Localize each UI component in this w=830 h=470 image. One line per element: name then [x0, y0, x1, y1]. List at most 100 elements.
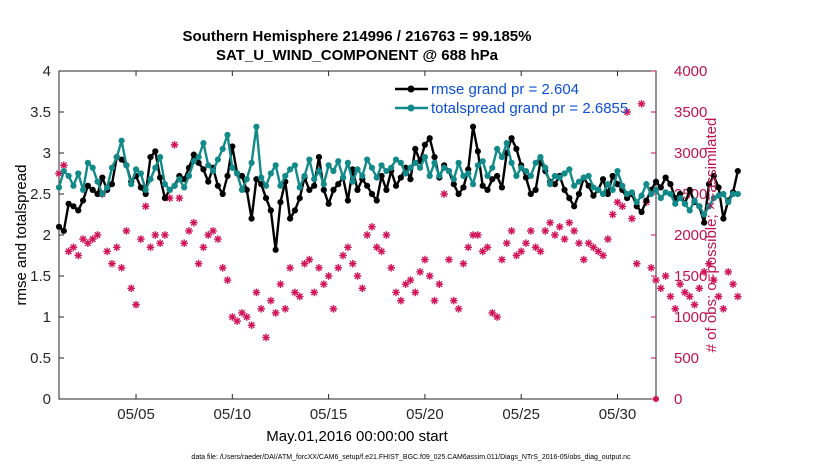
- series-point-1: [209, 167, 217, 175]
- series-point-1: [412, 159, 419, 166]
- series-point-0: [561, 186, 568, 193]
- series-point-1: [691, 197, 698, 204]
- series-point-1: [542, 164, 549, 171]
- series-point-1: [214, 156, 221, 163]
- series-point-1: [373, 174, 380, 181]
- series-point-1: [205, 162, 212, 169]
- obs-point: [657, 284, 665, 293]
- series-point-0: [118, 156, 125, 163]
- series-point-0: [238, 172, 246, 180]
- series-point-1: [253, 123, 260, 130]
- obs-point: [180, 239, 188, 247]
- x-tick-label: 05/05: [117, 406, 155, 423]
- series-point-0: [147, 154, 154, 161]
- obs-point: [247, 321, 256, 329]
- series-point-0: [248, 215, 255, 222]
- obs-point: [690, 300, 699, 309]
- series-point-0: [532, 186, 539, 193]
- obs-point: [262, 333, 270, 342]
- series-point-1: [229, 164, 236, 171]
- obs-point: [382, 231, 391, 239]
- series-point-1: [426, 172, 433, 180]
- series-point-0: [330, 186, 337, 193]
- series-point-1: [282, 172, 289, 180]
- series-point-1: [301, 172, 308, 180]
- series-point-1: [431, 159, 438, 166]
- series-point-0: [205, 178, 212, 185]
- series-point-0: [710, 172, 717, 180]
- series-point-1: [450, 176, 457, 183]
- series-point-1: [508, 159, 515, 166]
- obs-point: [565, 218, 574, 227]
- series-point-1: [513, 172, 520, 180]
- series-point-0: [75, 207, 82, 214]
- series-point-1: [262, 182, 270, 189]
- series-point-0: [426, 135, 433, 142]
- obs-point: [671, 305, 680, 313]
- obs-point: [214, 235, 222, 243]
- series-point-0: [272, 246, 279, 253]
- obs-point: [276, 280, 285, 288]
- series-point-0: [267, 207, 274, 214]
- chart-title-line2: SAT_U_WIND_COMPONENT @ 688 hPa: [216, 47, 499, 64]
- series-point-1: [522, 167, 530, 175]
- series-point-1: [696, 203, 703, 210]
- obs-point: [575, 239, 583, 247]
- obs-point: [517, 247, 525, 256]
- series-point-1: [566, 166, 573, 173]
- obs-point: [194, 259, 203, 268]
- obs-point: [74, 251, 83, 260]
- series-point-1: [65, 172, 72, 180]
- series-point-1: [325, 162, 332, 169]
- series-point-1: [335, 158, 342, 165]
- obs-point: [358, 284, 367, 293]
- obs-point: [112, 243, 121, 252]
- series-point-1: [648, 190, 655, 198]
- obs-point: [527, 227, 535, 235]
- series-point-1: [729, 190, 737, 198]
- series-point-1: [359, 172, 366, 180]
- x-tick-label: 05/20: [406, 406, 444, 423]
- series-point-1: [181, 184, 188, 191]
- series-point-1: [200, 140, 207, 147]
- series-point-0: [686, 186, 693, 193]
- series-point-1: [311, 176, 318, 183]
- obs-point: [709, 276, 718, 284]
- x-axis-label: May.01,2016 00:00:00 start: [266, 428, 448, 445]
- series-point-0: [522, 174, 530, 181]
- y-right-tick-label: 1500: [674, 268, 707, 285]
- series-point-1: [402, 170, 409, 177]
- series-point-0: [734, 167, 741, 175]
- series-point-0: [571, 203, 578, 210]
- obs-point: [329, 305, 338, 313]
- series-point-1: [460, 172, 467, 180]
- series-point-1: [330, 167, 337, 175]
- obs-point: [714, 292, 723, 301]
- obs-point: [305, 255, 314, 264]
- obs-point: [93, 231, 102, 239]
- obs-point: [401, 280, 410, 288]
- obs-point: [502, 239, 511, 247]
- obs-point: [536, 247, 545, 256]
- obs-point: [608, 210, 617, 219]
- obs-point: [440, 190, 448, 198]
- series-point-0: [652, 178, 660, 185]
- obs-point: [541, 227, 550, 235]
- obs-point: [652, 276, 660, 284]
- y-right-tick-label: 4000: [674, 63, 707, 80]
- obs-point: [430, 296, 439, 305]
- series-point-1: [551, 172, 558, 180]
- obs-point: [60, 161, 68, 170]
- series-point-0: [224, 172, 231, 180]
- y-left-tick-label: 0: [43, 391, 51, 408]
- obs-point: [454, 305, 463, 313]
- y-right-tick-label: 1000: [674, 309, 707, 326]
- series-point-1: [686, 207, 693, 214]
- obs-point: [137, 235, 145, 243]
- obs-point: [267, 296, 275, 305]
- series-point-0: [243, 186, 250, 193]
- series-point-0: [277, 199, 284, 206]
- series-point-1: [494, 145, 501, 152]
- y-left-tick-label: 1: [43, 309, 51, 326]
- series-point-1: [354, 166, 361, 173]
